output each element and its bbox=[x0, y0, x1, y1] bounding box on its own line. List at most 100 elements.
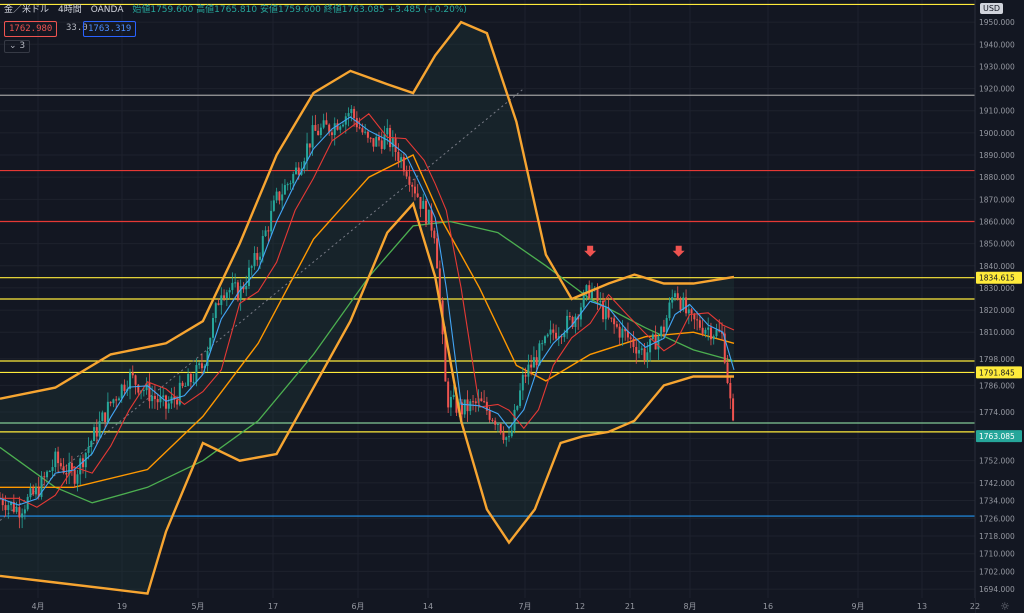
spread-value: 33.0 bbox=[66, 23, 88, 33]
bollinger-mid-line bbox=[0, 154, 735, 488]
x-tick-label: 13 bbox=[917, 602, 927, 611]
ask-price-button[interactable]: 1763.319 bbox=[83, 21, 137, 37]
candle-body bbox=[599, 300, 602, 302]
candle-body bbox=[59, 463, 62, 467]
candle-body bbox=[701, 327, 704, 334]
bid-price-button[interactable]: 1762.980 bbox=[4, 21, 58, 37]
candle-body bbox=[375, 136, 378, 147]
candle-body bbox=[79, 458, 82, 475]
down-arrow-icon bbox=[672, 245, 685, 257]
candle-body bbox=[532, 357, 535, 368]
y-tick-label: 1774.000 bbox=[979, 408, 1015, 417]
candle-body bbox=[682, 297, 685, 310]
y-tick-label: 1830.000 bbox=[979, 284, 1015, 293]
candle-body bbox=[607, 307, 610, 318]
candle-body bbox=[87, 446, 90, 453]
x-tick-label: 7月 bbox=[518, 602, 531, 611]
y-tick-label: 1820.000 bbox=[979, 306, 1015, 315]
candle-body bbox=[242, 286, 245, 290]
candle-body bbox=[566, 315, 569, 334]
candle-body bbox=[81, 458, 84, 468]
candle-body bbox=[347, 113, 350, 117]
price-axis: 1950.000 1940.000 1930.000 1920.000 1910.000… bbox=[974, 0, 1024, 613]
candle-body bbox=[604, 307, 607, 320]
candle-body bbox=[519, 390, 522, 406]
candle-body bbox=[651, 334, 654, 340]
candle-body bbox=[278, 191, 281, 201]
candle-body bbox=[7, 505, 10, 511]
candle-body bbox=[192, 381, 195, 383]
candle-body bbox=[62, 466, 65, 473]
indicator-collapse-button[interactable]: ⌄ 3 bbox=[4, 40, 31, 53]
ma-long-line bbox=[0, 220, 735, 504]
candle-body bbox=[723, 333, 726, 363]
candle-body bbox=[419, 196, 422, 209]
price-label-bg bbox=[976, 366, 1022, 379]
candle-body bbox=[95, 427, 98, 437]
candle-body bbox=[336, 123, 339, 130]
y-tick-label: 1726.000 bbox=[979, 514, 1015, 523]
candle-body bbox=[76, 474, 79, 484]
candle-body bbox=[358, 127, 361, 129]
price-axis-bg bbox=[975, 0, 1024, 613]
candle-body bbox=[662, 326, 665, 332]
candle-body bbox=[491, 419, 494, 421]
gear-icon[interactable]: ☼ bbox=[1000, 600, 1010, 613]
candle-body bbox=[32, 488, 35, 495]
candle-body bbox=[1, 498, 4, 506]
candle-body bbox=[685, 297, 688, 314]
candle-body bbox=[707, 327, 710, 330]
candle-body bbox=[698, 320, 701, 328]
candle-body bbox=[214, 303, 217, 318]
candle-body bbox=[679, 299, 682, 310]
candle-body bbox=[508, 436, 511, 438]
candle-body bbox=[372, 138, 375, 147]
candle-body bbox=[510, 430, 513, 437]
candle-body bbox=[483, 401, 486, 403]
y-tick-label: 1900.000 bbox=[979, 129, 1015, 138]
candle-body bbox=[657, 336, 660, 350]
currency-badge[interactable]: USD bbox=[980, 3, 1004, 14]
y-tick-label: 1940.000 bbox=[979, 40, 1015, 49]
candle-body bbox=[231, 282, 234, 291]
candle-body bbox=[314, 125, 317, 131]
candle-body bbox=[342, 124, 345, 127]
candle-body bbox=[131, 372, 134, 376]
y-tick-label: 1734.000 bbox=[979, 497, 1015, 506]
candle-body bbox=[70, 462, 73, 470]
candle-body bbox=[104, 412, 107, 423]
candle-body bbox=[568, 315, 571, 318]
candle-body bbox=[15, 507, 18, 512]
candle-body bbox=[602, 300, 605, 320]
candle-body bbox=[626, 331, 629, 338]
candle-body bbox=[712, 336, 715, 340]
candle-body bbox=[671, 297, 674, 303]
candle-body bbox=[613, 318, 616, 325]
candle-body bbox=[101, 412, 104, 422]
candle-body bbox=[516, 405, 519, 410]
candle-body bbox=[472, 401, 475, 403]
candle-body bbox=[236, 282, 239, 301]
candle-body bbox=[549, 329, 552, 335]
ma-short-line bbox=[0, 116, 735, 506]
candle-body bbox=[220, 295, 223, 306]
candle-body bbox=[46, 471, 49, 478]
candle-body bbox=[629, 337, 632, 339]
candle-body bbox=[696, 319, 699, 321]
candle-body bbox=[563, 333, 566, 338]
candle-body bbox=[120, 384, 123, 399]
candle-body bbox=[259, 256, 262, 260]
candle-body bbox=[40, 476, 43, 497]
candle-body bbox=[632, 338, 635, 347]
candle-body bbox=[660, 326, 663, 337]
trend-line bbox=[0, 88, 525, 521]
candle-body bbox=[391, 137, 394, 148]
candle-body bbox=[317, 130, 320, 136]
candle-body bbox=[721, 331, 724, 334]
candle-body bbox=[474, 401, 477, 404]
candle-body bbox=[366, 131, 369, 138]
candle-body bbox=[37, 487, 40, 497]
candle-body bbox=[555, 332, 558, 339]
candle-body bbox=[640, 348, 643, 351]
